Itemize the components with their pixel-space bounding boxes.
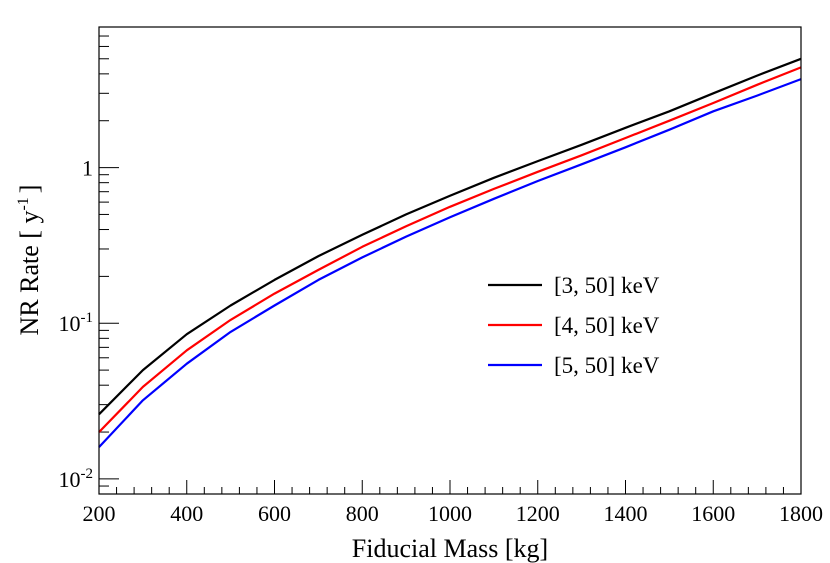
legend-label: [3, 50] keV bbox=[554, 273, 660, 298]
y-tick-label: 1 bbox=[82, 156, 93, 181]
legend-label: [4, 50] keV bbox=[554, 313, 660, 338]
y-axis-title-main: NR Rate [ y bbox=[15, 211, 44, 336]
x-tick-label: 400 bbox=[170, 501, 203, 526]
x-axis-title: Fiducial Mass [kg] bbox=[352, 534, 548, 563]
series-line-4-50-keV bbox=[98, 66, 802, 433]
x-tick-labels: 200 400 600 800 1000 1200 1400 1600 1800 bbox=[83, 501, 824, 526]
x-tick-label: 200 bbox=[83, 501, 116, 526]
x-tick-label: 1800 bbox=[779, 501, 823, 526]
series-lines bbox=[98, 57, 802, 448]
y-tick-label: 10-2 bbox=[59, 466, 94, 492]
series-line-5-50-keV bbox=[98, 78, 802, 448]
legend-label: [5, 50] keV bbox=[554, 353, 660, 378]
x-tick-label: 600 bbox=[258, 501, 291, 526]
plot-frame bbox=[98, 26, 802, 495]
y-axis-title: NR Rate [ y-1] bbox=[15, 185, 44, 336]
x-tick-label: 1000 bbox=[428, 501, 472, 526]
y-axis-title-close: ] bbox=[15, 185, 44, 194]
y-tick-label: 10-1 bbox=[59, 310, 94, 336]
x-tick-label: 1600 bbox=[691, 501, 735, 526]
x-tick-label: 1200 bbox=[516, 501, 560, 526]
y-tick-labels: 10-2 10-1 1 bbox=[59, 156, 94, 492]
legend: [3, 50] keV [4, 50] keV [5, 50] keV bbox=[488, 273, 660, 378]
x-tick-label: 800 bbox=[346, 501, 379, 526]
y-axis-title-sup: -1 bbox=[15, 197, 32, 210]
series-line-3-50-keV bbox=[98, 57, 802, 416]
x-tick-label: 1400 bbox=[604, 501, 648, 526]
axis-ticks bbox=[98, 26, 802, 495]
